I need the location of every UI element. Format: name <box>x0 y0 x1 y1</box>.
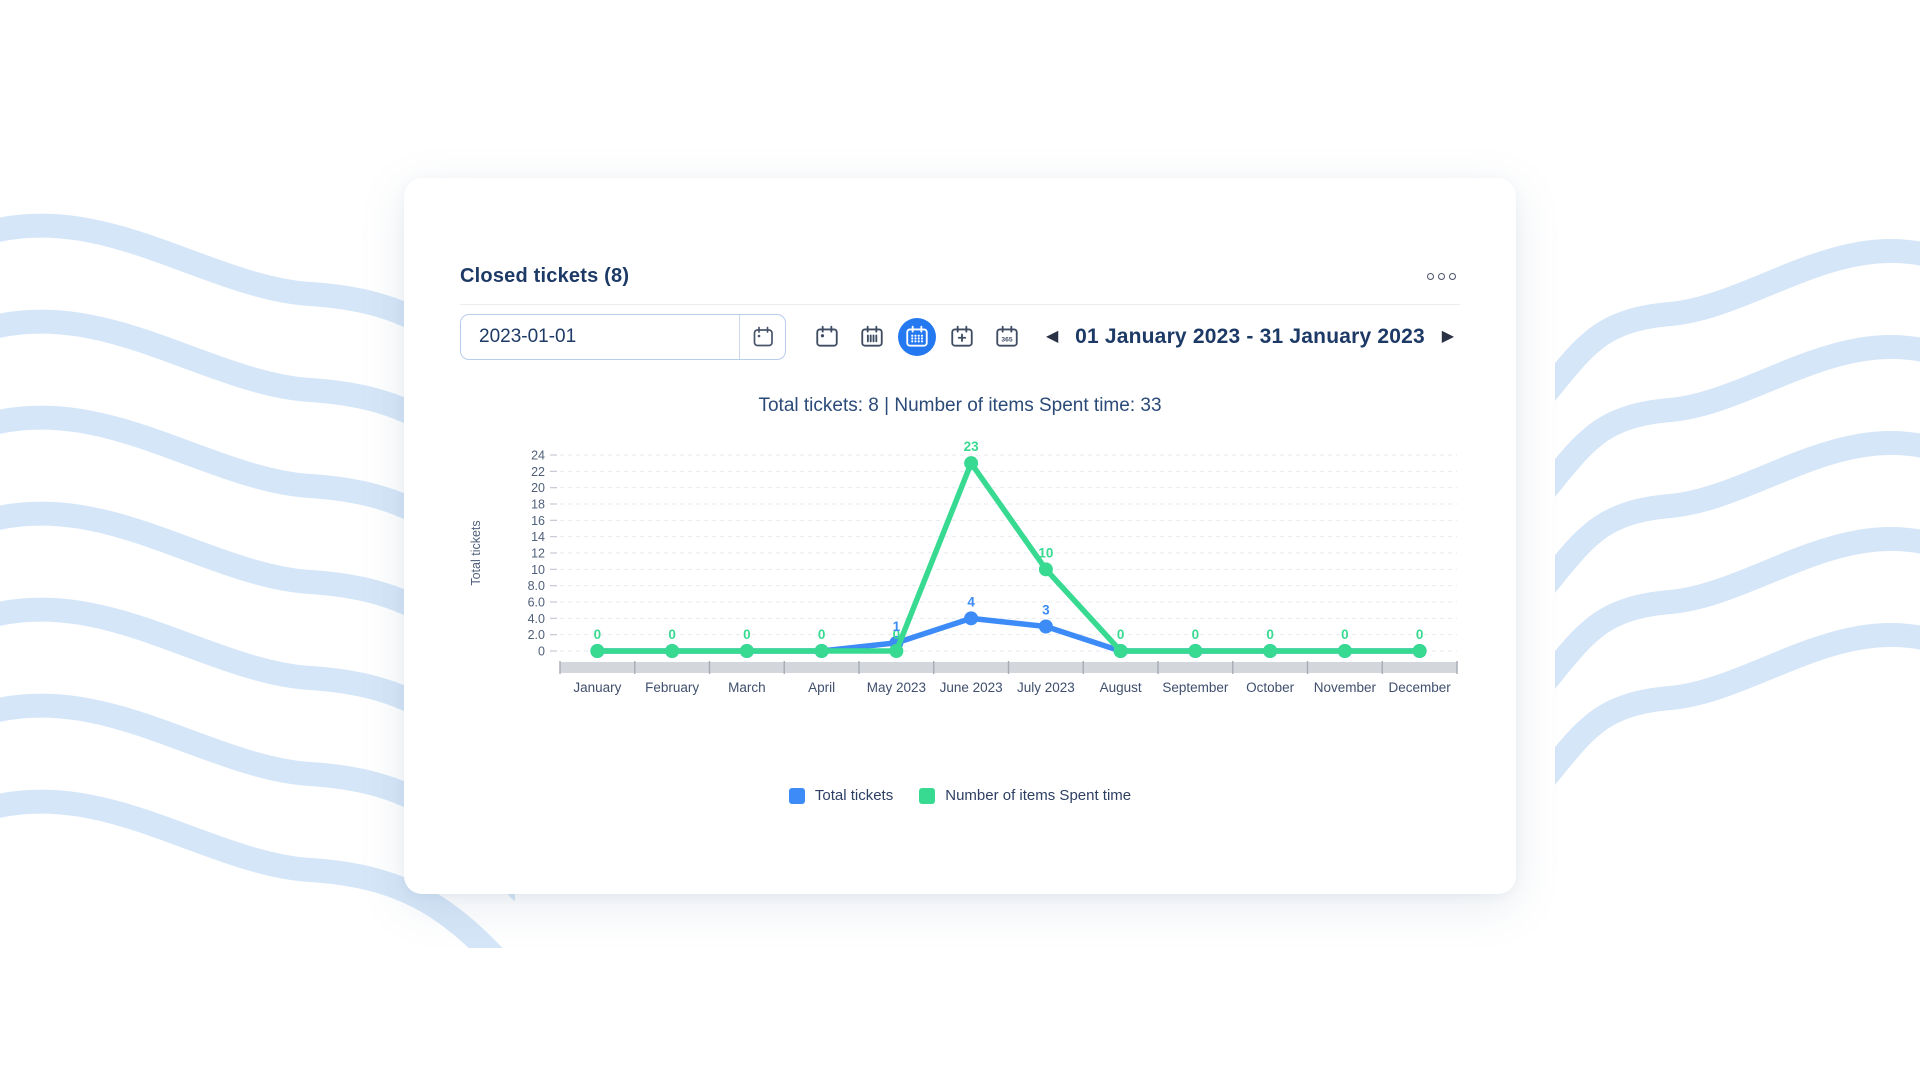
chart-point[interactable] <box>665 644 680 658</box>
header-divider <box>460 304 1460 305</box>
y-axis-title: Total tickets <box>469 520 483 585</box>
point-value-label: 0 <box>893 627 901 642</box>
legend-label: Total tickets <box>814 787 894 804</box>
calendar-month-button[interactable] <box>898 318 936 356</box>
date-picker-button[interactable] <box>739 315 785 359</box>
calendar-month-icon <box>906 325 928 347</box>
y-tick-label: 2.0 <box>528 628 545 642</box>
series-line <box>594 460 1423 654</box>
point-value-label: 0 <box>668 627 676 642</box>
widget-title: Closed tickets (8) <box>460 265 630 287</box>
chart-point[interactable] <box>964 611 979 626</box>
period-controls: 365 ◀ 01 January 2023 - 31 January 2023 … <box>460 313 1460 361</box>
more-options-button[interactable] <box>1423 269 1460 284</box>
chart-point[interactable] <box>1188 644 1203 658</box>
chart-point[interactable] <box>814 644 829 658</box>
calendar-day-icon <box>816 325 838 347</box>
x-axis-label: February <box>645 680 699 695</box>
y-tick-label: 18 <box>531 498 545 512</box>
chart-point[interactable] <box>590 644 605 658</box>
x-axis-label: March <box>728 680 766 695</box>
calendar-icon <box>753 326 773 347</box>
calendar-year-button[interactable]: 365 <box>988 318 1026 356</box>
calendar-view-switcher: 365 <box>808 318 1026 356</box>
chart-point[interactable] <box>1113 644 1128 658</box>
chart-area: 0 2.0 4.0 6.0 8.0 10 12 14 16 18 20 22 24 Total ticke… <box>460 441 1460 713</box>
y-tick-label: 8.0 <box>528 579 545 593</box>
summary-stats: Total tickets: 8 | Number of items Spent… <box>758 395 1162 416</box>
widget-header: Closed tickets (8) <box>460 264 1460 288</box>
chart-point[interactable] <box>889 644 904 658</box>
y-tick-label: 10 <box>531 563 545 577</box>
date-input-group <box>460 314 786 360</box>
x-axis-label: June 2023 <box>940 680 1003 695</box>
y-tick-label: 4.0 <box>528 612 545 626</box>
calendar-plus-icon <box>951 325 973 347</box>
point-value-label: 3 <box>1042 603 1050 618</box>
chart-point[interactable] <box>1263 644 1278 658</box>
legend-label: Number of items Spent time <box>945 787 1132 804</box>
x-axis-label: December <box>1388 680 1451 695</box>
y-tick-label: 16 <box>531 514 545 528</box>
x-axis-label: August <box>1100 680 1142 695</box>
calendar-week-icon <box>861 325 883 347</box>
chart-point[interactable] <box>964 456 979 471</box>
next-period-button[interactable]: ▶ <box>1436 325 1460 349</box>
y-tick-label: 22 <box>531 465 545 479</box>
closed-tickets-widget: Closed tickets (8) <box>404 178 1516 894</box>
point-value-label: 1 <box>893 619 901 634</box>
point-value-label: 0 <box>743 627 751 642</box>
point-value-label: 0 <box>1117 627 1125 642</box>
x-axis-label: October <box>1246 680 1295 695</box>
calendar-day-button[interactable] <box>808 318 846 356</box>
point-value-label: 0 <box>1416 627 1424 642</box>
decorative-waves-right <box>1555 238 1920 785</box>
point-value-label: 0 <box>1341 627 1349 642</box>
legend-item[interactable]: Number of items Spent time <box>919 787 1131 804</box>
chart-point[interactable] <box>739 644 754 658</box>
point-value-label: 10 <box>1038 545 1053 560</box>
calendar-week-button[interactable] <box>853 318 891 356</box>
chart-point[interactable] <box>1038 562 1053 577</box>
point-value-label: 0 <box>594 627 602 642</box>
point-value-label: 0 <box>1192 627 1200 642</box>
y-tick-label: 24 <box>531 449 545 463</box>
ellipsis-dot-icon <box>1438 272 1445 280</box>
chart-point[interactable] <box>1412 644 1427 658</box>
x-axis-label: January <box>573 680 621 695</box>
x-axis-label: September <box>1162 680 1229 695</box>
calendar-plus-button[interactable] <box>943 318 981 356</box>
x-axis-label: November <box>1314 680 1377 695</box>
svg-text:365: 365 <box>1001 337 1012 344</box>
y-tick-label: 0 <box>538 645 545 659</box>
legend-swatch <box>788 787 805 804</box>
point-value-label: 0 <box>818 627 826 642</box>
y-tick-label: 14 <box>531 530 545 544</box>
ellipsis-dot-icon <box>1449 272 1456 280</box>
chart-legend: Total tickets Number of items Spent time <box>460 787 1460 804</box>
legend-swatch <box>919 787 936 804</box>
x-axis-label: July 2023 <box>1017 680 1075 695</box>
point-value-label: 23 <box>964 441 980 454</box>
chart-point[interactable] <box>1337 644 1352 658</box>
point-value-label: 0 <box>1266 627 1274 642</box>
chart-point[interactable] <box>1038 619 1053 634</box>
date-range-title: 01 January 2023 - 31 January 2023 <box>1075 325 1425 348</box>
x-axis-label: May 2023 <box>867 680 926 695</box>
date-input[interactable] <box>461 315 739 359</box>
y-tick-label: 20 <box>531 481 545 495</box>
y-tick-label: 12 <box>531 547 545 561</box>
legend-item[interactable]: Total tickets <box>788 787 894 804</box>
calendar-365-icon: 365 <box>996 325 1018 347</box>
point-value-label: 4 <box>967 594 975 609</box>
decorative-waves-left <box>0 213 515 948</box>
ellipsis-dot-icon <box>1427 272 1434 280</box>
y-tick-label: 6.0 <box>528 596 545 610</box>
previous-period-button[interactable]: ◀ <box>1040 325 1064 349</box>
x-axis-label: April <box>808 680 835 695</box>
